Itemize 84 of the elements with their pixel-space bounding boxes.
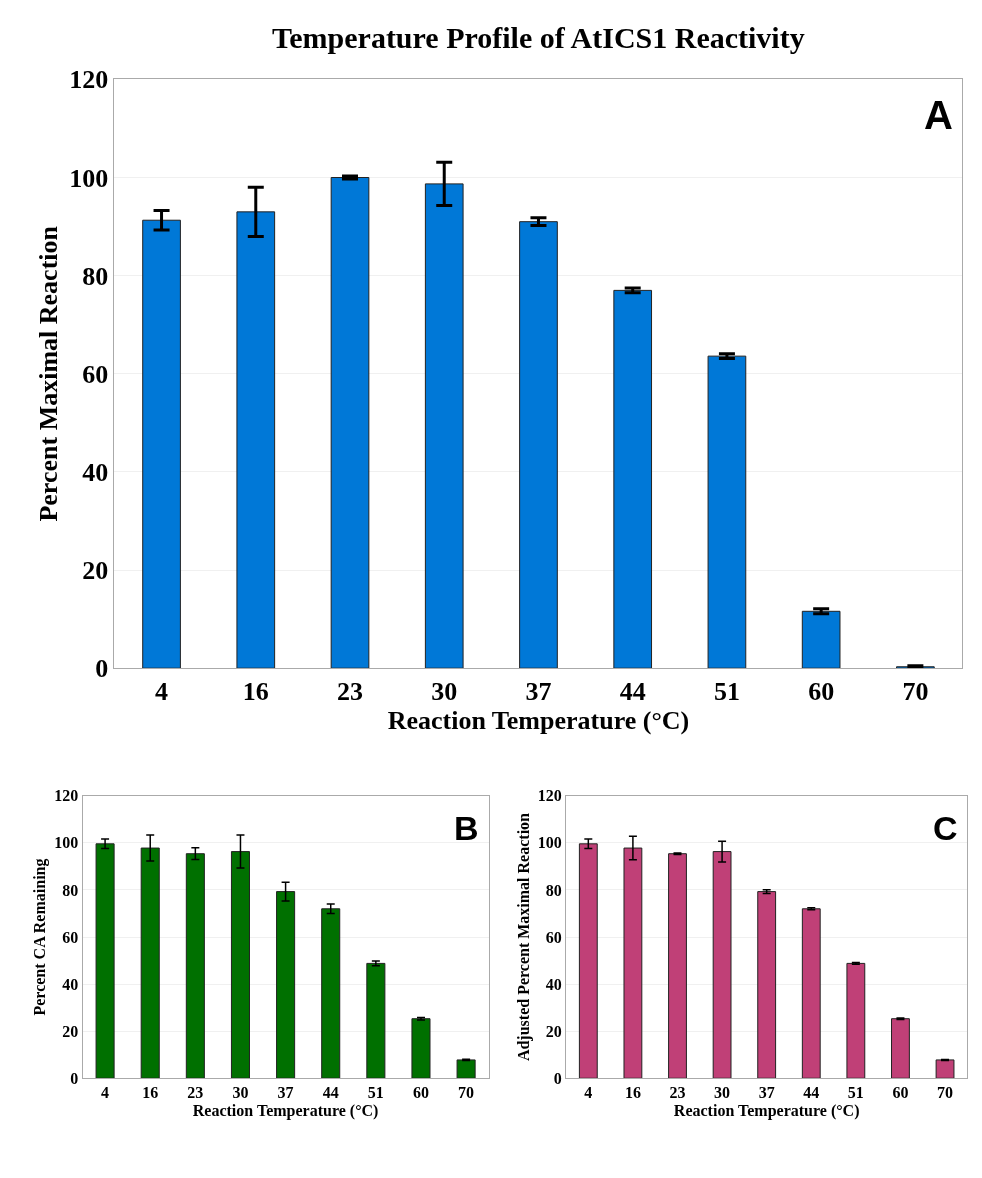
x-tick-label: 70 bbox=[937, 1084, 954, 1102]
x-tick-label: 4 bbox=[155, 677, 169, 707]
bar bbox=[623, 847, 643, 1079]
bar bbox=[707, 355, 747, 669]
bar bbox=[424, 183, 464, 669]
y-tick-label: 20 bbox=[62, 1022, 79, 1040]
x-tick-label: 16 bbox=[624, 1084, 641, 1102]
x-axis-title: Reaction Temperature (°C) bbox=[192, 1102, 379, 1121]
y-tick-label: 80 bbox=[545, 881, 562, 899]
y-tick-label: 0 bbox=[70, 1069, 79, 1087]
x-tick-label: 44 bbox=[619, 677, 646, 707]
annotation: C bbox=[933, 809, 958, 847]
bar bbox=[276, 891, 296, 1079]
bar bbox=[613, 289, 653, 669]
y-tick-label: 60 bbox=[62, 928, 79, 946]
x-tick-label: 16 bbox=[142, 1084, 159, 1102]
x-tick-label: 60 bbox=[892, 1084, 909, 1102]
y-axis-title: Percent CA Remaining bbox=[31, 858, 50, 1016]
y-axis-title: Percent Maximal Reaction bbox=[33, 225, 63, 522]
y-axis-title: Adjusted Percent Maximal Reaction bbox=[514, 812, 533, 1062]
y-tick-label: 40 bbox=[545, 975, 562, 993]
x-tick-label: 44 bbox=[322, 1084, 339, 1102]
bar bbox=[330, 177, 370, 669]
x-tick-label: 30 bbox=[232, 1084, 249, 1102]
bar bbox=[456, 1059, 476, 1079]
x-tick-label: 30 bbox=[431, 677, 458, 707]
y-tick-label: 80 bbox=[62, 881, 79, 899]
y-tick-label: 80 bbox=[82, 261, 109, 291]
bar bbox=[230, 851, 250, 1079]
bar bbox=[668, 853, 687, 1079]
bar bbox=[712, 851, 732, 1079]
y-tick-label: 100 bbox=[69, 163, 109, 193]
bar bbox=[366, 962, 386, 1079]
x-tick-label: 60 bbox=[808, 677, 835, 707]
bar bbox=[578, 843, 598, 1079]
y-tick-label: 120 bbox=[537, 787, 562, 805]
bar bbox=[236, 211, 276, 669]
x-axis-title: Reaction Temperature (°C) bbox=[673, 1102, 860, 1121]
x-tick-label: 51 bbox=[713, 677, 740, 707]
bar bbox=[801, 610, 841, 669]
x-tick-label: 37 bbox=[758, 1084, 775, 1102]
y-tick-label: 100 bbox=[537, 834, 562, 852]
y-tick-label: 100 bbox=[54, 834, 79, 852]
bar bbox=[140, 847, 160, 1079]
x-tick-label: 30 bbox=[714, 1084, 731, 1102]
x-tick-label: 4 bbox=[101, 1084, 110, 1102]
x-axis-title: Reaction Temperature (°C) bbox=[387, 706, 690, 736]
y-tick-label: 60 bbox=[545, 928, 562, 946]
bar bbox=[95, 843, 115, 1079]
x-tick-label: 60 bbox=[412, 1084, 429, 1102]
chart-title: Temperature Profile of AtICS1 Reactivity bbox=[272, 21, 805, 54]
y-tick-label: 20 bbox=[545, 1022, 562, 1040]
x-tick-label: 70 bbox=[902, 677, 929, 707]
y-tick-label: 20 bbox=[82, 556, 109, 586]
x-tick-label: 70 bbox=[458, 1084, 475, 1102]
bar bbox=[935, 1059, 955, 1079]
x-tick-label: 51 bbox=[847, 1084, 864, 1102]
bar bbox=[321, 908, 341, 1079]
annotation: B bbox=[454, 809, 479, 847]
x-tick-label: 37 bbox=[525, 677, 552, 707]
x-tick-label: 51 bbox=[367, 1084, 384, 1102]
bar bbox=[185, 853, 205, 1079]
y-tick-label: 40 bbox=[62, 975, 79, 993]
y-tick-label: 120 bbox=[69, 65, 109, 95]
x-tick-label: 44 bbox=[803, 1084, 820, 1102]
bar bbox=[801, 908, 821, 1079]
x-tick-label: 37 bbox=[277, 1084, 294, 1102]
x-tick-label: 23 bbox=[337, 677, 364, 707]
y-tick-label: 40 bbox=[82, 458, 109, 488]
bar bbox=[519, 221, 558, 669]
x-tick-label: 16 bbox=[242, 677, 269, 707]
y-tick-label: 0 bbox=[553, 1069, 562, 1087]
bar bbox=[846, 962, 866, 1079]
bar bbox=[757, 891, 777, 1079]
y-tick-label: 60 bbox=[82, 359, 109, 389]
y-tick-label: 120 bbox=[54, 787, 79, 805]
bar bbox=[891, 1018, 910, 1079]
bar bbox=[411, 1018, 431, 1079]
annotation: A bbox=[924, 93, 953, 137]
x-tick-label: 4 bbox=[584, 1084, 593, 1102]
x-tick-label: 23 bbox=[187, 1084, 204, 1102]
y-tick-label: 0 bbox=[95, 654, 109, 684]
bar bbox=[142, 219, 181, 669]
x-tick-label: 23 bbox=[669, 1084, 686, 1102]
